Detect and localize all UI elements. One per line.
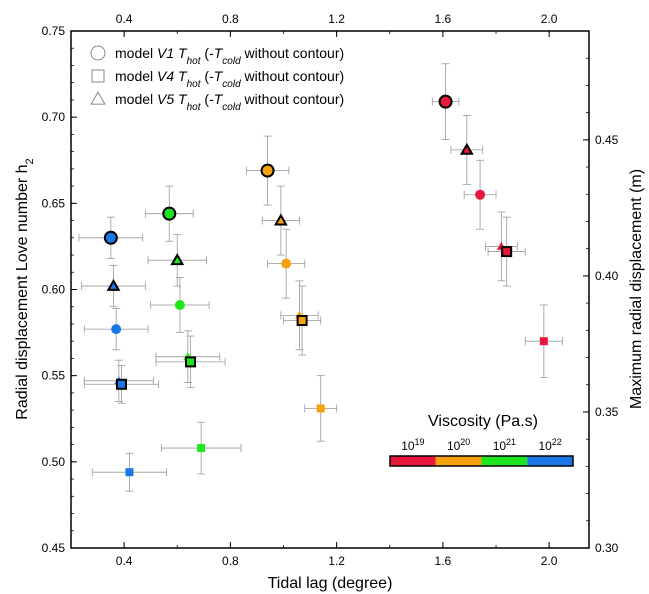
data-point-circle (260, 163, 275, 178)
legend-marker-square (91, 69, 105, 83)
y-axis-title-group: Radial displacement Love number h2 (14, 158, 36, 419)
colorbar-title: Viscosity (Pa.s) (428, 413, 538, 430)
x-top-tick-label: 0.4 (116, 12, 133, 26)
data-point-square (296, 315, 308, 327)
colorbar-segment (435, 456, 482, 466)
data-point-circle (475, 189, 486, 200)
legend-marker-circle (90, 45, 106, 61)
data-point-square (501, 246, 513, 258)
y2-tick-label: 0.45 (595, 133, 619, 147)
x-top-tick-label: 1.6 (435, 12, 452, 26)
legend-label: model V4 Thot (-Tcold without contour) (115, 68, 344, 90)
y-tick-label: 0.65 (42, 196, 66, 210)
x-tick-label: 0.4 (116, 554, 133, 568)
colorbar-label: 1022 (538, 437, 561, 453)
legend: model V1 Thot (-Tcold without contour)mo… (90, 45, 344, 113)
data-point-triangle (106, 278, 121, 291)
x-tick-label: 0.8 (222, 554, 239, 568)
x-top-tick-label: 0.8 (222, 12, 239, 26)
y-axis-title: Radial displacement Love number h2 (14, 158, 36, 419)
colorbar-label: 1021 (493, 437, 516, 453)
data-point-triangle (459, 142, 474, 155)
legend-item: model V1 Thot (-Tcold without contour) (90, 45, 344, 67)
y-tick-label: 0.45 (42, 541, 66, 555)
data-point-circle (281, 258, 292, 269)
y2-tick-label: 0.30 (595, 541, 619, 555)
data-point-square (197, 444, 206, 453)
x-tick-label: 1.2 (328, 554, 345, 568)
y-tick-label: 0.60 (42, 283, 66, 297)
x-tick-label: 2.0 (541, 554, 558, 568)
axes: 0.4 0.4 0.8 0.8 1.2 1.2 1.6 1.6 2.0 2.0 0.45 0.50 0.… (42, 12, 619, 568)
legend-label: model V1 Thot (-Tcold without contour) (115, 45, 344, 67)
data-point-circle (111, 324, 122, 335)
colorbar-label: 1019 (401, 437, 424, 453)
y-tick-label: 0.55 (42, 369, 66, 383)
data-point-triangle (170, 253, 185, 266)
data-point-triangle (273, 213, 288, 226)
legend-label: model V5 Thot (-Tcold without contour) (115, 91, 344, 113)
plot-frame (70, 30, 590, 549)
colorbar: Viscosity (Pa.s)1019 1020 1021 1022 (389, 413, 574, 467)
y2-tick-label: 0.35 (595, 405, 619, 419)
y-axis-title-subscript: 2 (24, 158, 36, 164)
x-axis-title: Tidal lag (degree) (268, 575, 393, 592)
legend-marker-triangle (90, 91, 106, 105)
y-tick-label: 0.50 (42, 455, 66, 469)
y-tick-label: 0.75 (42, 24, 66, 38)
colorbar-frame (389, 455, 574, 467)
data-point-square (125, 468, 134, 477)
data-point-circle (103, 230, 118, 245)
data-point-circle (438, 94, 453, 109)
y-tick-label: 0.70 (42, 110, 66, 124)
data-point-circle (174, 300, 185, 311)
data-point-square (539, 337, 548, 346)
legend-item: model V4 Thot (-Tcold without contour) (91, 68, 344, 90)
colorbar-segment (527, 456, 573, 466)
x-top-tick-label: 1.2 (328, 12, 345, 26)
x-tick-label: 1.6 (435, 554, 452, 568)
data-point-square (185, 356, 197, 368)
y-axis-title-main: Radial displacement Love number h (14, 164, 31, 419)
data-point-circle (162, 206, 177, 221)
colorbar-segment (390, 456, 436, 466)
x-top-tick-label: 2.0 (541, 12, 558, 26)
legend-item: model V5 Thot (-Tcold without contour) (90, 91, 344, 113)
y2-axis-title-group: Maximum radial displacement (m) (628, 169, 645, 409)
colorbar-label: 1020 (447, 437, 470, 453)
data-markers (103, 94, 548, 477)
data-point-square (316, 404, 325, 413)
y2-tick-label: 0.40 (595, 269, 619, 283)
data-point-square (115, 378, 127, 390)
y2-axis-title: Maximum radial displacement (m) (628, 169, 645, 409)
colorbar-segment (481, 456, 528, 466)
